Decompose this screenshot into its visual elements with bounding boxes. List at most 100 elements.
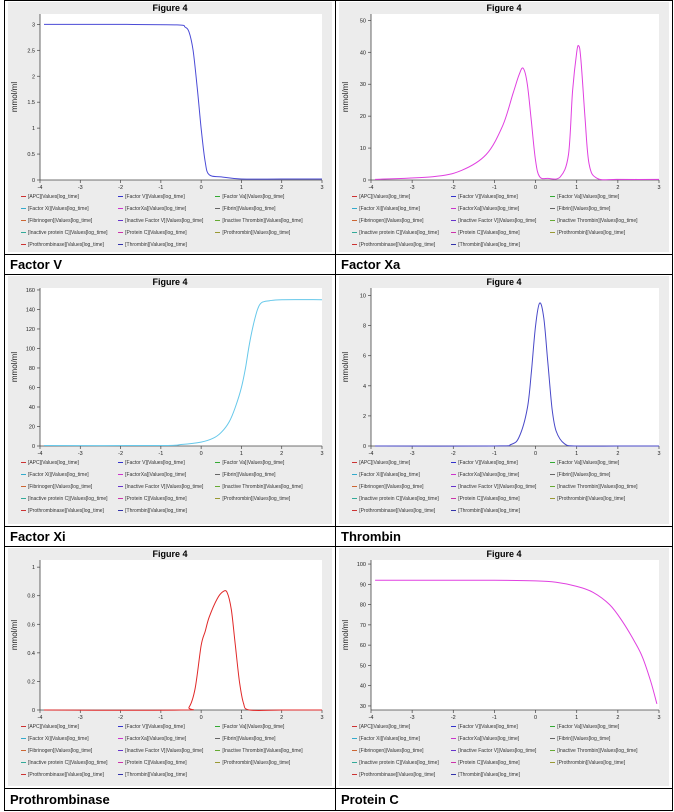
chart-title: Figure 4 bbox=[486, 549, 522, 559]
legend-label: [FactorXa]|Values[log_time] bbox=[458, 736, 520, 742]
plot-area bbox=[40, 560, 322, 710]
legend-swatch bbox=[215, 486, 221, 488]
legend-item: [Fibrin]|Values[log_time] bbox=[550, 472, 610, 478]
legend-label: [Fibrin]|Values[log_time] bbox=[557, 206, 611, 212]
legend-item: [Factor Va]|Values[log_time] bbox=[215, 194, 284, 200]
legend-label: [Inactive protein C]|Values[log_time] bbox=[359, 496, 439, 502]
legend-label: [Factor V]|Values[log_time] bbox=[458, 724, 518, 730]
legend-item: [Prothrombinase]|Values[log_time] bbox=[352, 508, 435, 514]
legend-swatch bbox=[352, 774, 358, 776]
x-tick-label: 3 bbox=[657, 185, 660, 191]
x-tick-label: 2 bbox=[280, 451, 283, 457]
table-cell: Prothrombinase bbox=[4, 788, 336, 811]
x-tick-label: -1 bbox=[158, 185, 163, 191]
chart-title: Figure 4 bbox=[486, 3, 522, 13]
legend-label: [Protein C]|Values[log_time] bbox=[125, 760, 187, 766]
legend-swatch bbox=[550, 196, 556, 198]
legend-swatch bbox=[118, 762, 124, 764]
legend-swatch bbox=[118, 196, 124, 198]
x-tick-label: 1 bbox=[240, 715, 243, 721]
series-line bbox=[375, 302, 659, 447]
y-tick-label: 0.2 bbox=[27, 679, 35, 685]
y-axis-label: mmol/ml bbox=[10, 352, 19, 382]
table-cell: Figure 4 -4 -3 -2 -1 0 1 2 3 0 10 20 30 40 50 mmol/ml [A… bbox=[335, 0, 673, 255]
legend-label: [Protein C]|Values[log_time] bbox=[458, 760, 520, 766]
x-tick-label: 2 bbox=[280, 715, 283, 721]
legend-label: [Factor V]|Values[log_time] bbox=[125, 724, 185, 730]
x-tick-label: -3 bbox=[78, 715, 83, 721]
x-tick-label: -3 bbox=[410, 715, 415, 721]
x-tick-label: 3 bbox=[320, 185, 323, 191]
plot-area bbox=[371, 560, 659, 710]
legend-label: [APC]|Values[log_time] bbox=[359, 460, 411, 466]
series-line bbox=[43, 590, 322, 712]
x-tick-label: -4 bbox=[38, 185, 43, 191]
legend-label: [Factor Va]|Values[log_time] bbox=[557, 724, 620, 730]
legend-swatch bbox=[451, 462, 457, 464]
series-line bbox=[43, 23, 322, 180]
legend-label: [Inactive Factor V]|Values[log_time] bbox=[125, 748, 204, 754]
legend-item: [FactorXa]|Values[log_time] bbox=[118, 472, 186, 478]
y-tick-label: 60 bbox=[360, 643, 366, 649]
legend-item: [Factor V]|Values[log_time] bbox=[118, 724, 185, 730]
legend-label: [Prothrombin]|Values[log_time] bbox=[557, 496, 626, 502]
panel-label: Thrombin bbox=[341, 529, 401, 544]
legend-label: [Fibrinogen]|Values[log_time] bbox=[27, 748, 93, 754]
chart-figure: Figure 4 -4 -3 -2 -1 0 1 2 3 0 10 20 30 40 50 mmol/ml [A… bbox=[339, 2, 669, 252]
legend-swatch bbox=[352, 462, 358, 464]
legend-item: [Factor V]|Values[log_time] bbox=[451, 194, 518, 200]
x-tick-label: 3 bbox=[657, 715, 660, 721]
legend-label: [APC]|Values[log_time] bbox=[27, 194, 79, 200]
legend-swatch bbox=[550, 486, 556, 488]
legend-item: [Fibrinogen]|Values[log_time] bbox=[20, 748, 93, 754]
legend-label: [Prothrombinase]|Values[log_time] bbox=[359, 242, 436, 248]
legend-item: [Inactive protein C]|Values[log_time] bbox=[352, 496, 439, 502]
x-tick-label: 0 bbox=[534, 185, 537, 191]
x-tick-label: 2 bbox=[616, 715, 619, 721]
legend-swatch bbox=[20, 486, 26, 488]
legend-swatch bbox=[215, 474, 221, 476]
legend-label: [Prothrombin]|Values[log_time] bbox=[222, 230, 291, 236]
y-tick-label: 0 bbox=[32, 444, 35, 450]
y-tick-label: 1 bbox=[32, 565, 35, 571]
x-tick-label: -2 bbox=[118, 715, 123, 721]
legend-item: [Inactive protein C]|Values[log_time] bbox=[352, 230, 439, 236]
y-tick-label: 6 bbox=[363, 354, 366, 360]
legend-swatch bbox=[20, 774, 26, 776]
legend-item: [Thrombin]|Values[log_time] bbox=[118, 772, 187, 778]
legend-swatch bbox=[352, 474, 358, 476]
legend-swatch bbox=[451, 738, 457, 740]
legend-swatch bbox=[20, 726, 26, 728]
legend-label: [Inactive protein C]|Values[log_time] bbox=[27, 760, 108, 766]
legend-item: [Inactive protein C]|Values[log_time] bbox=[20, 230, 108, 236]
legend-item: [Prothrombinase]|Values[log_time] bbox=[20, 242, 104, 248]
legend-swatch bbox=[215, 762, 221, 764]
legend-item: [Fibrinogen]|Values[log_time] bbox=[352, 748, 423, 754]
legend-item: [Factor Xi]|Values[log_time] bbox=[352, 472, 420, 478]
legend-item: [Fibrin]|Values[log_time] bbox=[550, 736, 610, 742]
series-line bbox=[43, 299, 323, 447]
legend-swatch bbox=[451, 474, 457, 476]
y-tick-label: 70 bbox=[360, 623, 366, 629]
legend-label: [Factor Xi]|Values[log_time] bbox=[359, 472, 420, 478]
y-axis-label: mmol/ml bbox=[341, 352, 350, 382]
legend-item: [Prothrombinase]|Values[log_time] bbox=[20, 508, 104, 514]
legend-swatch bbox=[118, 208, 124, 210]
plot-area bbox=[40, 288, 322, 446]
y-tick-label: 50 bbox=[360, 18, 366, 24]
legend-item: [Factor Va]|Values[log_time] bbox=[550, 194, 619, 200]
legend-swatch bbox=[215, 220, 221, 222]
legend-label: [Factor Xi]|Values[log_time] bbox=[27, 736, 89, 742]
y-tick-label: 30 bbox=[360, 82, 366, 88]
legend-swatch bbox=[118, 462, 124, 464]
legend-swatch bbox=[451, 726, 457, 728]
x-tick-label: -2 bbox=[118, 451, 123, 457]
legend-item: [Protein C]|Values[log_time] bbox=[451, 760, 520, 766]
legend-item: [FactorXa]|Values[log_time] bbox=[118, 206, 186, 212]
legend-label: [Protein C]|Values[log_time] bbox=[125, 496, 187, 502]
legend-label: [Fibrinogen]|Values[log_time] bbox=[359, 218, 424, 224]
legend-label: [Factor Va]|Values[log_time] bbox=[557, 194, 620, 200]
legend-item: [Inactive Factor V]|Values[log_time] bbox=[451, 218, 536, 224]
legend-swatch bbox=[20, 196, 26, 198]
panel-label: Prothrombinase bbox=[10, 792, 110, 807]
